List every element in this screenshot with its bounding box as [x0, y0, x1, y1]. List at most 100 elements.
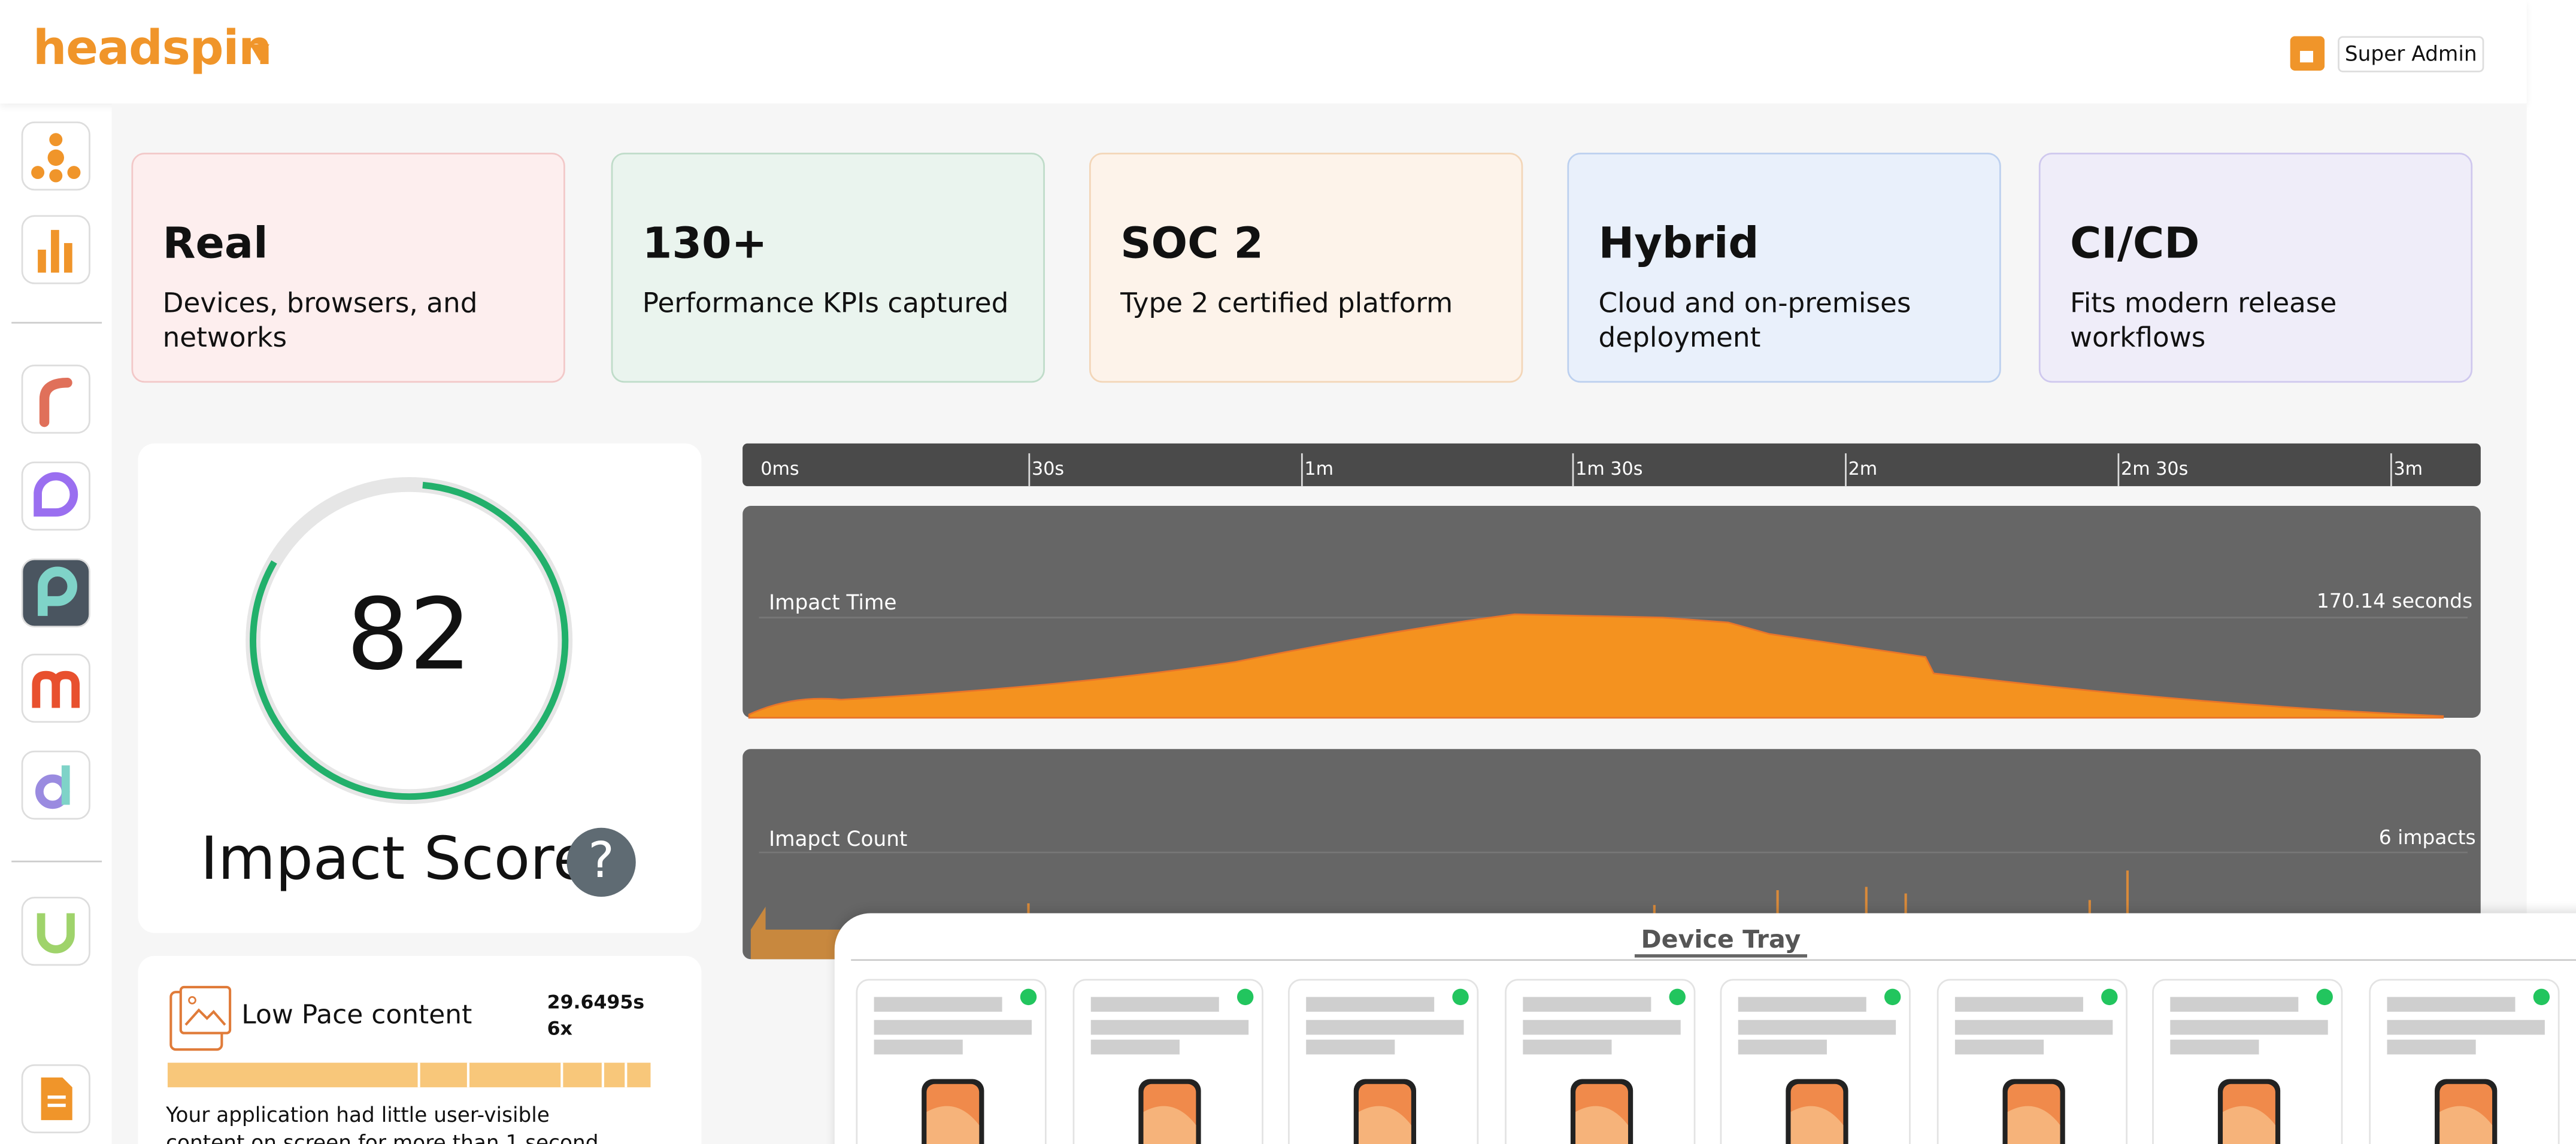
placeholder: [1522, 997, 1650, 1012]
issue-bar: [167, 1063, 651, 1088]
phone-wave: [1358, 1106, 1411, 1144]
gauge: [246, 477, 573, 805]
device-card[interactable]: [1936, 979, 2127, 1144]
placeholder: [874, 1039, 963, 1055]
device-tray-title[interactable]: Device Tray: [1641, 924, 1801, 955]
placeholder: [1954, 1039, 2043, 1055]
stat-subtitle: Performance KPIs captured: [642, 287, 1009, 319]
tick-label: 1m 30s: [1575, 458, 1643, 480]
stat-title: 130+: [642, 220, 768, 269]
placeholder: [1954, 1019, 2112, 1035]
issue-title: Low Pace content: [241, 999, 472, 1030]
nav-icon[interactable]: [21, 653, 90, 723]
nav-icon[interactable]: [21, 461, 90, 531]
tick-label: 2m: [1848, 458, 1878, 480]
placeholder: [1306, 1039, 1395, 1055]
placeholder: [2386, 997, 2515, 1012]
nav-icon[interactable]: [21, 365, 90, 434]
status-dot: [1236, 988, 1253, 1006]
device-preview: [1090, 988, 1253, 1144]
tick-label: 2m 30s: [2121, 458, 2189, 480]
device-card[interactable]: [856, 979, 1047, 1144]
tab-underline: [1634, 954, 1807, 958]
placeholder: [1738, 1019, 1896, 1035]
issue-duration: 29.6495s: [547, 990, 645, 1013]
nav-icon[interactable]: [21, 558, 90, 628]
impact-count-label: Imapct Count: [769, 826, 908, 851]
issue-icon: [169, 985, 232, 1051]
tick-mark: [1845, 453, 1847, 487]
stat-title: Real: [162, 220, 268, 269]
status-dot: [1020, 988, 1037, 1006]
stat-subtitle: Fits modern release workflows: [2069, 287, 2337, 353]
tick-label: 3m: [2393, 458, 2423, 480]
device-card[interactable]: [1720, 979, 1911, 1144]
timeline-ruler: [743, 443, 2481, 487]
status-dot: [1884, 988, 1901, 1006]
device-card[interactable]: [1504, 979, 1695, 1144]
tick-mark: [1028, 453, 1031, 487]
stat-card: SOC 2 Type 2 certified platform: [1089, 153, 1523, 383]
device-card[interactable]: [2368, 979, 2559, 1144]
placeholder: [1090, 997, 1219, 1012]
status-dot: [1452, 988, 1469, 1006]
placeholder: [2386, 1039, 2475, 1055]
separator: [11, 321, 102, 324]
device-preview: [1738, 988, 1901, 1144]
placeholder: [874, 1019, 1032, 1035]
stat-title: SOC 2: [1120, 220, 1264, 269]
top-bar: [0, 0, 2527, 104]
status-dot: [2316, 988, 2333, 1006]
placeholder: [1306, 997, 1435, 1012]
placeholder: [1738, 1039, 1827, 1055]
nav-icon[interactable]: [21, 897, 90, 966]
placeholder: [2386, 1019, 2544, 1035]
nav-icon[interactable]: [21, 215, 90, 284]
device-preview: [2170, 988, 2333, 1144]
phone-wave: [1142, 1106, 1195, 1144]
impact-score-value: 82: [346, 578, 472, 693]
phone-wave: [2007, 1106, 2060, 1144]
stat-subtitle: Devices, browsers, and networks: [162, 287, 478, 353]
separator: [851, 959, 2576, 961]
tick-mark: [1301, 453, 1303, 487]
placeholder: [1522, 1019, 1680, 1035]
placeholder: [1522, 1039, 1611, 1055]
device-preview: [1522, 988, 1685, 1144]
tick-label: 1m: [1304, 458, 1334, 480]
issue-description: Your application had little user-visible…: [166, 1101, 599, 1144]
device-preview: [1954, 988, 2117, 1144]
device-card[interactable]: [1072, 979, 1263, 1144]
device-preview: [2386, 988, 2549, 1144]
placeholder: [2170, 997, 2299, 1012]
device-card[interactable]: [1287, 979, 1479, 1144]
nav-icon[interactable]: [21, 1064, 90, 1134]
tick-mark: [2390, 453, 2392, 487]
device-preview: [874, 988, 1037, 1144]
stat-card: 130+ Performance KPIs captured: [611, 153, 1045, 383]
device-preview: [1306, 988, 1469, 1144]
impact-score-label: Impact Score: [200, 826, 590, 894]
placeholder: [1090, 1019, 1248, 1035]
placeholder: [1090, 1039, 1179, 1055]
logo-dropdown[interactable]: [248, 43, 271, 62]
user-icon[interactable]: [2290, 36, 2325, 71]
help-button[interactable]: ?: [566, 827, 636, 897]
user-button[interactable]: Super Admin: [2338, 36, 2484, 72]
tick-mark: [2117, 453, 2120, 487]
nav-icon[interactable]: [21, 122, 90, 191]
placeholder: [1954, 997, 2083, 1012]
placeholder: [1738, 997, 1866, 1012]
logo[interactable]: headspin: [32, 19, 272, 76]
placeholder: [2170, 1019, 2328, 1035]
nav-icon[interactable]: [21, 750, 90, 820]
stat-card: CI/CD Fits modern release workflows: [2038, 153, 2473, 383]
stat-card: Hybrid Cloud and on-premises deployment: [1567, 153, 2001, 383]
placeholder: [2170, 1039, 2259, 1055]
stat-subtitle: Type 2 certified platform: [1120, 287, 1453, 319]
device-card[interactable]: [2152, 979, 2343, 1144]
status-dot: [1668, 988, 1685, 1006]
phone-wave: [2438, 1106, 2492, 1144]
impact-time-total: 170.14 seconds: [2316, 589, 2473, 613]
